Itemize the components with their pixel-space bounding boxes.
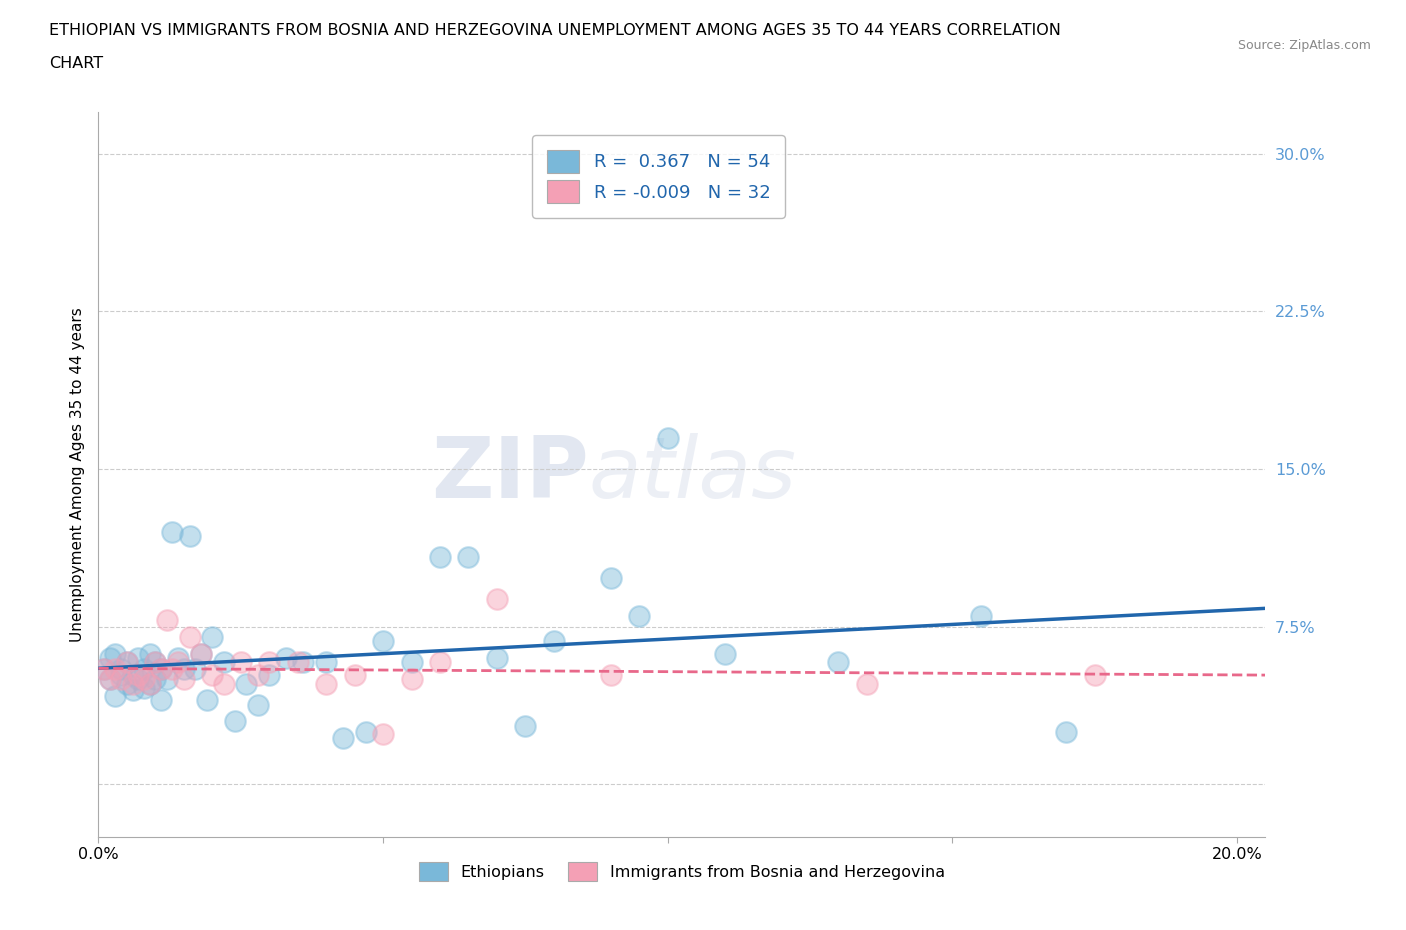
Point	[162, 661, 184, 676]
Point	[429, 655, 451, 670]
Point	[93, 661, 115, 676]
Point	[110, 671, 132, 686]
Point	[713, 646, 735, 661]
Point	[195, 693, 218, 708]
Point	[179, 630, 201, 644]
Point	[515, 718, 537, 733]
Point	[212, 676, 235, 691]
Point	[132, 661, 155, 676]
Point	[143, 655, 166, 670]
Point	[104, 646, 127, 661]
Text: ETHIOPIAN VS IMMIGRANTS FROM BOSNIA AND HERZEGOVINA UNEMPLOYMENT AMONG AGES 35 T: ETHIOPIAN VS IMMIGRANTS FROM BOSNIA AND …	[49, 23, 1062, 38]
Point	[201, 668, 224, 683]
Text: ZIP: ZIP	[430, 432, 589, 516]
Point	[628, 609, 651, 624]
Text: atlas: atlas	[589, 432, 797, 516]
Point	[657, 430, 679, 445]
Point	[1084, 668, 1107, 683]
Point	[599, 571, 621, 586]
Y-axis label: Unemployment Among Ages 35 to 44 years: Unemployment Among Ages 35 to 44 years	[69, 307, 84, 642]
Point	[138, 676, 160, 691]
Point	[173, 661, 195, 676]
Point	[543, 634, 565, 649]
Point	[132, 680, 155, 695]
Point	[401, 671, 423, 686]
Point	[110, 661, 132, 676]
Point	[292, 655, 315, 670]
Point	[156, 613, 179, 628]
Point	[150, 661, 173, 676]
Point	[276, 651, 298, 666]
Point	[179, 529, 201, 544]
Point	[224, 714, 246, 729]
Point	[856, 676, 879, 691]
Point	[970, 609, 993, 624]
Point	[401, 655, 423, 670]
Point	[143, 655, 166, 670]
Point	[246, 698, 269, 712]
Point	[93, 661, 115, 676]
Point	[190, 646, 212, 661]
Point	[599, 668, 621, 683]
Point	[354, 724, 377, 739]
Point	[229, 655, 252, 670]
Point	[246, 668, 269, 683]
Point	[371, 634, 394, 649]
Point	[121, 668, 143, 683]
Point	[167, 651, 190, 666]
Point	[371, 726, 394, 741]
Point	[127, 651, 149, 666]
Point	[235, 676, 257, 691]
Point	[115, 676, 138, 691]
Point	[167, 655, 190, 670]
Point	[184, 661, 207, 676]
Text: Source: ZipAtlas.com: Source: ZipAtlas.com	[1237, 39, 1371, 52]
Point	[121, 683, 143, 698]
Point	[110, 668, 132, 683]
Point	[132, 671, 155, 686]
Point	[332, 731, 354, 746]
Point	[1054, 724, 1077, 739]
Point	[485, 592, 508, 607]
Point	[121, 676, 143, 691]
Point	[315, 655, 337, 670]
Point	[429, 550, 451, 565]
Point	[162, 525, 184, 539]
Point	[150, 693, 173, 708]
Point	[127, 671, 149, 686]
Point	[457, 550, 479, 565]
Point	[827, 655, 849, 670]
Point	[115, 655, 138, 670]
Point	[115, 655, 138, 670]
Point	[173, 671, 195, 686]
Point	[212, 655, 235, 670]
Point	[127, 668, 149, 683]
Point	[257, 655, 280, 670]
Point	[257, 668, 280, 683]
Point	[156, 671, 179, 686]
Point	[315, 676, 337, 691]
Point	[201, 630, 224, 644]
Text: CHART: CHART	[49, 56, 103, 71]
Point	[190, 646, 212, 661]
Point	[98, 671, 121, 686]
Point	[104, 661, 127, 676]
Legend: Ethiopians, Immigrants from Bosnia and Herzegovina: Ethiopians, Immigrants from Bosnia and H…	[412, 856, 952, 887]
Point	[287, 655, 309, 670]
Point	[343, 668, 366, 683]
Point	[150, 661, 173, 676]
Point	[485, 651, 508, 666]
Point	[143, 671, 166, 686]
Point	[98, 671, 121, 686]
Point	[138, 646, 160, 661]
Point	[138, 676, 160, 691]
Point	[104, 689, 127, 704]
Point	[98, 651, 121, 666]
